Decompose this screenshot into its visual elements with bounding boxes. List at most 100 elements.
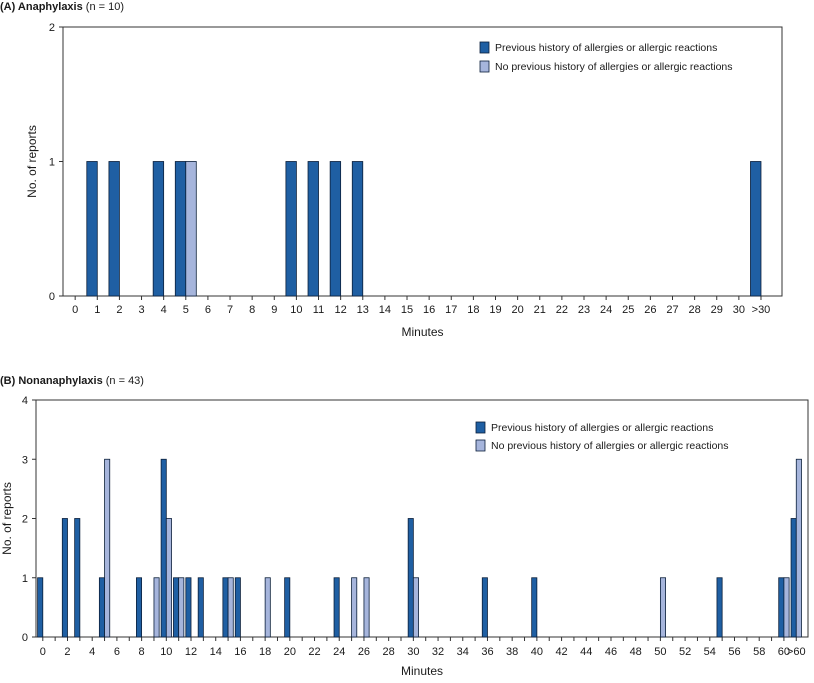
legend-label: Previous history of allergies or allergi… bbox=[495, 42, 717, 54]
legend-swatch-previous-history bbox=[479, 41, 490, 54]
x-tick-label: 1 bbox=[94, 304, 100, 316]
y-tick-label: 2 bbox=[22, 514, 28, 526]
x-tick-label: 26 bbox=[358, 646, 370, 658]
bar-no-previous-history bbox=[264, 577, 271, 638]
x-tick-label: 2 bbox=[64, 646, 70, 658]
x-tick-label: 14 bbox=[379, 304, 391, 316]
bar-no-previous-history bbox=[227, 577, 234, 638]
x-tick-label: 25 bbox=[622, 304, 634, 316]
x-tick-label: >30 bbox=[752, 304, 771, 316]
x-tick-label: 21 bbox=[534, 304, 546, 316]
x-tick-label: 60 bbox=[778, 646, 790, 658]
x-tick-label: 19 bbox=[489, 304, 501, 316]
bar-no-previous-history bbox=[165, 518, 172, 638]
bar-previous-history bbox=[234, 577, 241, 638]
legend-swatch-previous-history bbox=[475, 421, 486, 434]
bar-previous-history bbox=[750, 161, 762, 297]
x-tick-label: 27 bbox=[666, 304, 678, 316]
bar-previous-history bbox=[197, 577, 204, 638]
x-tick-label: 48 bbox=[630, 646, 642, 658]
y-tick-label: 1 bbox=[22, 573, 28, 585]
x-tick-label: 32 bbox=[432, 646, 444, 658]
legend-swatch-no-previous-history bbox=[479, 60, 490, 73]
x-tick-label: 8 bbox=[139, 646, 145, 658]
chart-title-text: Nonanaphylaxis bbox=[18, 375, 105, 387]
bar-no-previous-history bbox=[178, 577, 185, 638]
x-tick-label: 6 bbox=[114, 646, 120, 658]
y-axis-label: No. of reports bbox=[25, 125, 39, 198]
x-tick-label: 12 bbox=[335, 304, 347, 316]
x-tick-label: 42 bbox=[555, 646, 567, 658]
panel-label: (A) bbox=[0, 1, 18, 13]
bar-no-previous-history bbox=[185, 161, 197, 297]
x-tick-label: 52 bbox=[679, 646, 691, 658]
legend-swatch-no-previous-history bbox=[475, 439, 486, 452]
x-tick-label: 0 bbox=[40, 646, 46, 658]
x-tick-label: 18 bbox=[259, 646, 271, 658]
x-tick-label: 30 bbox=[733, 304, 745, 316]
y-axis-label: No. of reports bbox=[0, 482, 14, 555]
x-tick-label: 13 bbox=[357, 304, 369, 316]
x-tick-label: 8 bbox=[249, 304, 255, 316]
y-tick-label: 4 bbox=[22, 395, 28, 407]
bar-previous-history bbox=[307, 161, 319, 297]
x-tick-label: 30 bbox=[407, 646, 419, 658]
x-tick-label: 56 bbox=[728, 646, 740, 658]
x-tick-label: 28 bbox=[688, 304, 700, 316]
bar-previous-history bbox=[61, 518, 68, 638]
x-axis-label: Minutes bbox=[401, 664, 443, 678]
x-tick-label: 24 bbox=[333, 646, 345, 658]
x-tick-label: 7 bbox=[227, 304, 233, 316]
bar-previous-history bbox=[284, 577, 291, 638]
x-tick-label: 34 bbox=[457, 646, 469, 658]
panel-label: (B) bbox=[0, 375, 18, 387]
bar-previous-history bbox=[173, 577, 180, 638]
plot-frame bbox=[35, 399, 809, 638]
x-tick-label: 20 bbox=[512, 304, 524, 316]
bar-previous-history bbox=[160, 458, 167, 638]
bar-previous-history bbox=[329, 161, 342, 297]
bar-no-previous-history bbox=[659, 577, 666, 638]
x-tick-label: 24 bbox=[600, 304, 612, 316]
x-tick-label: 22 bbox=[308, 646, 320, 658]
legend-label: No previous history of allergies or alle… bbox=[491, 440, 729, 452]
sample-size-label: (n = 43) bbox=[106, 375, 144, 387]
y-tick-label: 0 bbox=[49, 291, 55, 303]
x-tick-label: 36 bbox=[481, 646, 493, 658]
bar-previous-history bbox=[481, 577, 488, 638]
bar-previous-history bbox=[407, 518, 414, 638]
x-tick-label: 46 bbox=[605, 646, 617, 658]
x-tick-label: 22 bbox=[556, 304, 568, 316]
legend-label: Previous history of allergies or allergi… bbox=[491, 422, 713, 434]
bar-previous-history bbox=[185, 577, 192, 638]
bar-previous-history bbox=[74, 518, 81, 638]
chart-title-text: Anaphylaxis bbox=[18, 1, 86, 13]
x-tick-label: 23 bbox=[578, 304, 590, 316]
x-tick-label: 11 bbox=[313, 304, 324, 316]
x-tick-label: 26 bbox=[644, 304, 656, 316]
bar-previous-history bbox=[174, 161, 187, 297]
y-tick-label: 1 bbox=[49, 157, 55, 169]
bar-previous-history bbox=[531, 577, 538, 638]
x-tick-label: 58 bbox=[753, 646, 765, 658]
x-tick-label: 17 bbox=[445, 304, 457, 316]
bar-previous-history bbox=[98, 577, 105, 638]
x-tick-label: 4 bbox=[161, 304, 167, 316]
x-tick-label: 10 bbox=[160, 646, 172, 658]
chart-title: (A) Anaphylaxis (n = 10) bbox=[0, 1, 124, 13]
chart-panel-a: (A) Anaphylaxis (n = 10) 0 12 No. of report… bbox=[0, 1, 783, 339]
x-tick-label: 38 bbox=[506, 646, 518, 658]
x-tick-label: 0 bbox=[72, 304, 78, 316]
y-tick-label: 0 bbox=[22, 632, 28, 644]
y-tick-label: 3 bbox=[22, 454, 28, 466]
sample-size-label: (n = 10) bbox=[86, 1, 124, 13]
x-tick-label: 18 bbox=[467, 304, 479, 316]
x-tick-label: 16 bbox=[423, 304, 435, 316]
x-tick-label: 3 bbox=[138, 304, 144, 316]
bar-no-previous-history bbox=[351, 577, 358, 638]
bar-previous-history bbox=[108, 161, 120, 297]
chart-title: (B) Nonanaphylaxis (n = 43) bbox=[0, 375, 144, 387]
x-tick-label: 54 bbox=[704, 646, 716, 658]
bar-no-previous-history bbox=[363, 577, 370, 638]
